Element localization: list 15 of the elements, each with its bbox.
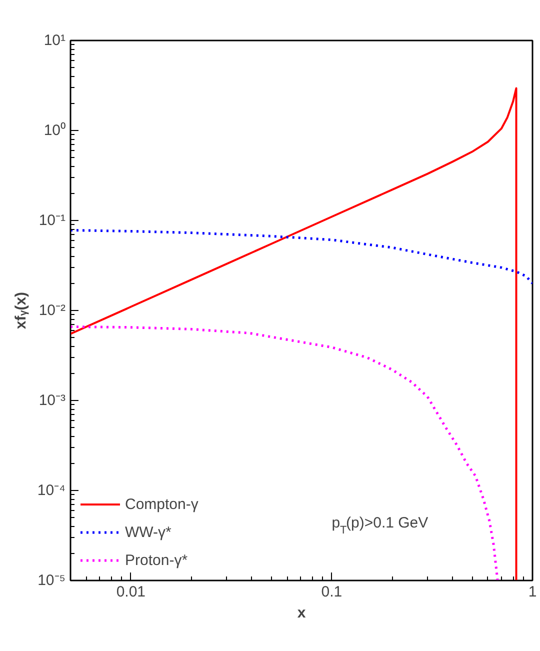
x-tick-label: 0.01 bbox=[116, 584, 146, 600]
x-tick-label: 0.1 bbox=[321, 584, 342, 600]
y-tick-label: 10¹ bbox=[44, 32, 66, 49]
legend-label: Compton-γ bbox=[125, 496, 198, 512]
legend-label: Proton-γ* bbox=[125, 552, 188, 568]
y-tick-label: 10⁻⁵ bbox=[38, 572, 66, 589]
y-tick-label: 10⁻⁴ bbox=[37, 482, 66, 499]
x-tick-label: 1 bbox=[528, 584, 537, 600]
legend-label: WW-γ* bbox=[125, 524, 172, 540]
y-tick-label: 10⁻³ bbox=[38, 392, 66, 409]
y-tick-label: 10⁰ bbox=[44, 122, 66, 139]
y-tick-label: 10⁻² bbox=[38, 302, 66, 319]
x-axis-title: x bbox=[297, 604, 306, 622]
y-tick-label: 10⁻¹ bbox=[38, 212, 66, 229]
y-axis-title: xfᵧ(x) bbox=[12, 292, 30, 330]
